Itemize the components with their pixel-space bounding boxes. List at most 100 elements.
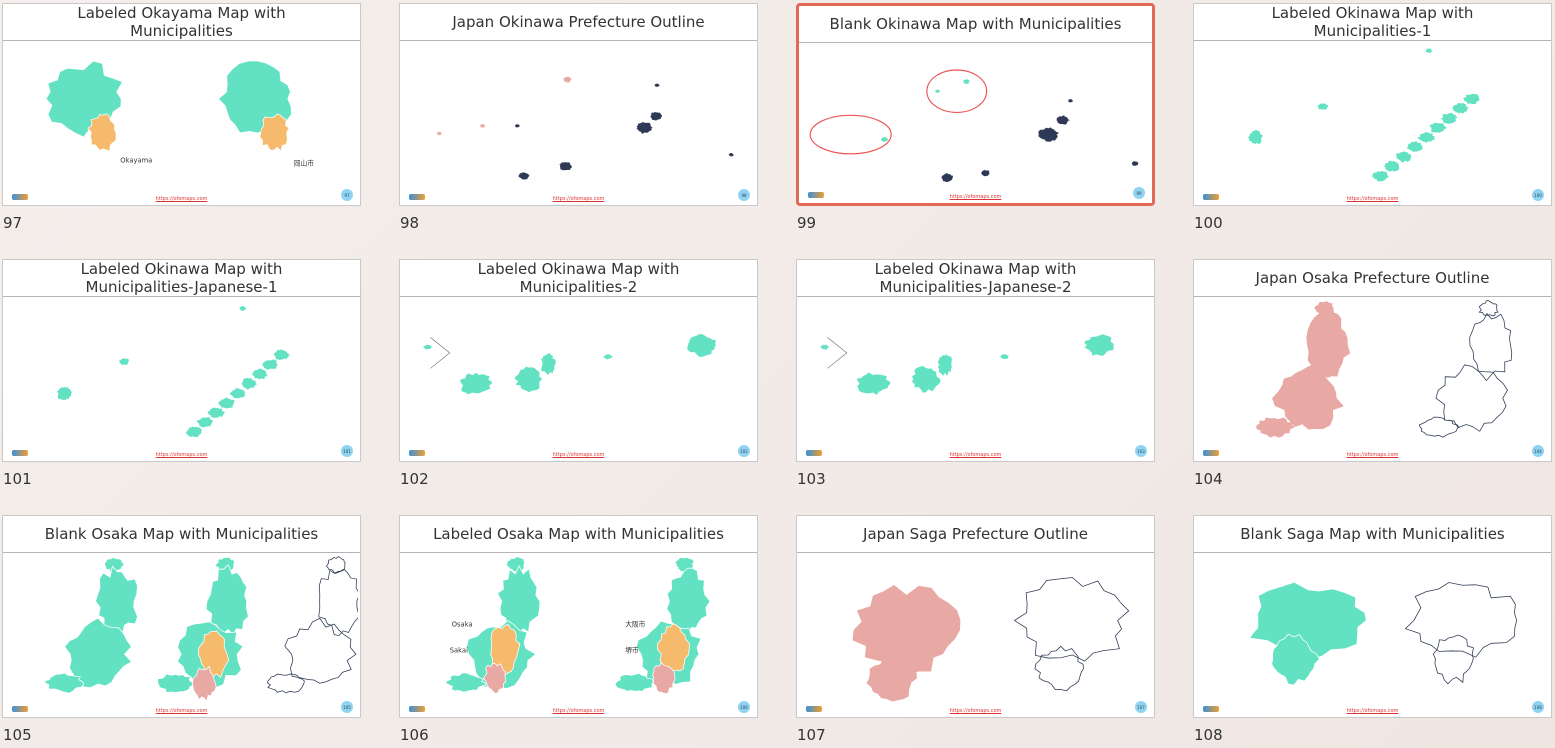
slide-logo	[409, 450, 425, 456]
slide-map: Okayama 岡山市	[45, 60, 314, 167]
slide-title: Japan Saga Prefecture Outline	[797, 516, 1154, 553]
map-shape	[318, 568, 358, 636]
slide-thumbnail[interactable]: Japan Osaka Prefecture Outline https://of…	[1193, 259, 1552, 462]
slide-thumbnail[interactable]: Labeled Okinawa Map with Municipalities-…	[796, 259, 1155, 462]
pointer-line	[827, 337, 848, 369]
map-shape	[1246, 129, 1264, 146]
slide-logo	[806, 706, 822, 712]
map-shape	[241, 377, 258, 391]
map-shape	[1034, 645, 1084, 692]
slide-map	[436, 76, 734, 180]
map-shape	[559, 162, 572, 171]
footer-url: https://ofomaps.com	[1346, 452, 1399, 458]
map-shape	[422, 343, 434, 351]
map-shape	[1316, 102, 1330, 111]
slide-logo	[1203, 706, 1219, 712]
map-shape	[852, 585, 961, 676]
map-shape	[64, 617, 133, 689]
map-shape	[999, 353, 1012, 361]
map-shape	[436, 131, 442, 136]
map-shape	[666, 567, 711, 635]
map-shape	[855, 371, 892, 396]
slide-title: Labeled Okinawa Map with Municipalities-…	[400, 260, 757, 297]
map-shape	[198, 630, 230, 679]
map-shape	[540, 351, 557, 377]
map-shape	[505, 556, 526, 574]
slide-thumbnail[interactable]: Japan Okinawa Prefecture Outline https://…	[399, 3, 758, 206]
slide-map	[819, 333, 1115, 396]
slide-badge: 100	[1532, 189, 1544, 201]
map-shape	[284, 617, 357, 684]
map-shape	[652, 662, 676, 695]
map-shape	[1306, 311, 1351, 378]
slide-number: 105	[3, 726, 32, 744]
map-shape	[459, 371, 493, 396]
slide-thumbnail[interactable]: Blank Okinawa Map with Municipalities htt…	[796, 3, 1155, 206]
slide-badge: 103	[1135, 445, 1147, 457]
map-shape	[1451, 101, 1471, 115]
slide-badge: 104	[1532, 445, 1544, 457]
footer-url: https://ofomaps.com	[155, 708, 208, 714]
annotation-ellipse	[926, 69, 988, 113]
map-shape	[1428, 122, 1448, 134]
slide-badge: 107	[1135, 701, 1147, 713]
map-shape	[104, 557, 125, 574]
map-shape	[479, 124, 486, 128]
map-shape	[272, 348, 292, 361]
slide-logo	[1203, 194, 1219, 200]
annotation-ellipse	[809, 114, 892, 155]
map-shape	[911, 365, 942, 394]
map-shape	[87, 113, 117, 152]
map-shape	[636, 121, 653, 134]
slide-thumbnail[interactable]: Labeled Okayama Map with Municipalities O…	[2, 3, 361, 206]
map-label: Okayama	[120, 156, 152, 164]
slide-title: Blank Osaka Map with Municipalities	[3, 516, 360, 553]
map-shape	[941, 173, 954, 183]
slide-logo	[409, 194, 425, 200]
slide-title: Blank Okinawa Map with Municipalities	[799, 6, 1152, 43]
slide-title: Labeled Osaka Map with Municipalities	[400, 516, 757, 553]
map-shape	[192, 665, 217, 702]
map-shape	[1404, 582, 1518, 658]
map-shape	[981, 169, 990, 177]
slide-map	[1246, 47, 1482, 183]
map-shape	[95, 565, 138, 638]
map-shape	[963, 79, 970, 85]
map-shape	[881, 137, 889, 142]
slide-number: 99	[797, 214, 817, 232]
map-shape	[657, 623, 690, 674]
footer-url: https://ofomaps.com	[155, 196, 208, 202]
map-shape	[1435, 364, 1508, 432]
slide-number: 101	[3, 470, 32, 488]
slide-logo	[12, 194, 28, 200]
map-shape	[444, 672, 487, 693]
slide-thumbnail[interactable]: Blank Saga Map with Municipalities https:…	[1193, 515, 1552, 718]
slide-thumbnail[interactable]: Labeled Okinawa Map with Municipalities-…	[399, 259, 758, 462]
slide-badge: 101	[341, 445, 353, 457]
slide-thumbnail[interactable]: Labeled Osaka Map with Municipalities Osa…	[399, 515, 758, 718]
map-shape	[1271, 633, 1320, 686]
map-shape	[1478, 300, 1499, 317]
map-shape	[260, 358, 279, 371]
slide-map	[809, 69, 1139, 183]
map-shape	[184, 425, 203, 438]
map-shape	[1038, 127, 1060, 142]
footer-url: https://ofomaps.com	[949, 708, 1002, 714]
slide-number: 106	[400, 726, 429, 744]
map-shape	[1416, 131, 1436, 144]
slide-title: Labeled Okinawa Map with Municipalities-…	[3, 260, 360, 297]
slide-map	[55, 305, 292, 438]
map-shape	[249, 367, 269, 381]
map-shape	[1272, 362, 1344, 430]
slide-thumbnail[interactable]: Labeled Okinawa Map with Municipalities-…	[1193, 3, 1552, 206]
map-shape	[1067, 98, 1073, 103]
slide-thumbnail[interactable]: Japan Saga Prefecture Outline https://ofo…	[796, 515, 1155, 718]
slide-thumbnail[interactable]: Labeled Okinawa Map with Municipalities-…	[2, 259, 361, 462]
map-shape	[118, 357, 131, 367]
slide-map	[1255, 300, 1513, 438]
slide-map	[1248, 581, 1518, 686]
slide-thumbnail[interactable]: Blank Osaka Map with Municipalities https…	[2, 515, 361, 718]
map-shape	[515, 124, 520, 128]
slide-map	[44, 556, 358, 702]
